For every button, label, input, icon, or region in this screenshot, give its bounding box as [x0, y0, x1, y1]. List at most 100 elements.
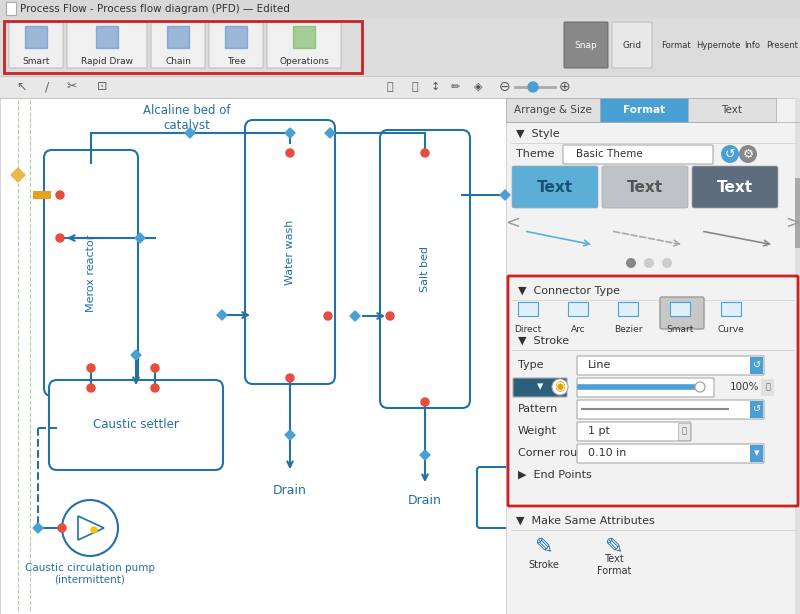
Text: ▼  Connector Type: ▼ Connector Type: [518, 286, 620, 296]
Text: Direct: Direct: [514, 325, 542, 333]
Text: ↺: ↺: [725, 147, 735, 160]
Circle shape: [528, 82, 538, 92]
Bar: [721, 302, 741, 316]
Text: ▼  Style: ▼ Style: [516, 129, 560, 139]
Text: ✎: ✎: [534, 537, 554, 557]
Bar: [0, 18, 800, 76]
Bar: [25, 26, 47, 48]
Text: Format: Format: [661, 41, 691, 50]
Bar: [96, 26, 118, 48]
Text: Pattern: Pattern: [518, 404, 558, 414]
FancyBboxPatch shape: [508, 276, 798, 506]
FancyBboxPatch shape: [209, 22, 263, 68]
Bar: [678, 423, 690, 440]
Text: Weight: Weight: [518, 426, 557, 436]
Text: Format: Format: [623, 105, 665, 115]
Text: ▶  End Points: ▶ End Points: [518, 470, 592, 480]
FancyBboxPatch shape: [49, 380, 223, 470]
Text: Text: Text: [537, 179, 573, 195]
Circle shape: [286, 374, 294, 382]
Text: Caustic settler: Caustic settler: [93, 419, 179, 432]
Text: Rapid Draw: Rapid Draw: [81, 58, 133, 66]
Text: Smart: Smart: [666, 325, 694, 333]
FancyBboxPatch shape: [692, 166, 778, 208]
Text: Merox reactor: Merox reactor: [86, 235, 96, 312]
Circle shape: [56, 234, 64, 242]
Text: 100%: 100%: [730, 382, 759, 392]
Circle shape: [739, 145, 757, 163]
FancyBboxPatch shape: [512, 166, 598, 208]
Bar: [167, 26, 189, 48]
Bar: [0, 98, 506, 614]
Text: Chain: Chain: [165, 58, 191, 66]
Bar: [600, 98, 688, 122]
Bar: [761, 379, 774, 396]
Text: Smart: Smart: [22, 58, 50, 66]
Polygon shape: [11, 168, 25, 182]
Text: 0.10 in: 0.10 in: [588, 448, 626, 458]
Circle shape: [695, 382, 705, 392]
Polygon shape: [33, 523, 43, 533]
FancyBboxPatch shape: [267, 22, 341, 68]
Text: Text
Format: Text Format: [597, 554, 631, 576]
FancyBboxPatch shape: [151, 22, 205, 68]
FancyBboxPatch shape: [577, 444, 764, 463]
Circle shape: [662, 258, 672, 268]
Text: Present: Present: [766, 41, 798, 50]
Circle shape: [56, 191, 64, 199]
Text: ✂: ✂: [66, 80, 78, 93]
FancyBboxPatch shape: [660, 297, 704, 329]
Bar: [688, 98, 776, 122]
Text: Water wash: Water wash: [285, 219, 295, 285]
Text: Corner rounding: Corner rounding: [518, 448, 609, 458]
Bar: [4, 21, 362, 73]
Text: Operations: Operations: [279, 58, 329, 66]
Text: ✎: ✎: [605, 537, 623, 557]
Text: ⊖: ⊖: [499, 80, 511, 94]
Text: >: >: [786, 214, 800, 232]
Bar: [293, 26, 315, 48]
Polygon shape: [78, 516, 104, 540]
Bar: [795, 178, 800, 248]
Polygon shape: [217, 310, 227, 320]
Text: Theme: Theme: [516, 149, 554, 159]
Bar: [568, 302, 588, 316]
FancyBboxPatch shape: [602, 166, 688, 208]
Text: Text: Text: [717, 179, 753, 195]
Text: Bezier: Bezier: [614, 325, 642, 333]
FancyBboxPatch shape: [477, 467, 511, 528]
Text: Drain: Drain: [273, 483, 307, 497]
FancyBboxPatch shape: [380, 130, 470, 408]
Bar: [750, 401, 763, 418]
Text: Curve: Curve: [718, 325, 744, 333]
Text: Tree: Tree: [226, 58, 246, 66]
Text: ▾: ▾: [754, 448, 760, 458]
Text: ✋: ✋: [412, 82, 418, 92]
Bar: [225, 26, 247, 48]
Bar: [510, 18, 800, 76]
Circle shape: [421, 149, 429, 157]
Circle shape: [151, 384, 159, 392]
Polygon shape: [285, 430, 295, 440]
Text: ⚙: ⚙: [742, 147, 754, 160]
Text: ◉: ◉: [554, 381, 566, 394]
Circle shape: [421, 398, 429, 406]
Text: Type: Type: [518, 360, 543, 370]
Text: ▼  Make Same Attributes: ▼ Make Same Attributes: [516, 516, 654, 526]
Text: Basic Theme: Basic Theme: [576, 149, 642, 159]
Polygon shape: [131, 350, 141, 360]
FancyBboxPatch shape: [577, 356, 764, 375]
Text: ↖: ↖: [17, 80, 27, 93]
Text: <: <: [506, 214, 521, 232]
Text: ↺: ↺: [753, 404, 761, 414]
Text: Salt bed: Salt bed: [420, 246, 430, 292]
Circle shape: [721, 145, 739, 163]
Bar: [6, 2, 16, 15]
Bar: [518, 302, 538, 316]
Text: Alcaline bed of
catalyst: Alcaline bed of catalyst: [143, 104, 230, 132]
FancyBboxPatch shape: [612, 22, 652, 68]
Circle shape: [324, 312, 332, 320]
Text: Line: Line: [588, 360, 611, 370]
Text: Hypernote: Hypernote: [696, 41, 740, 50]
FancyBboxPatch shape: [564, 22, 608, 68]
